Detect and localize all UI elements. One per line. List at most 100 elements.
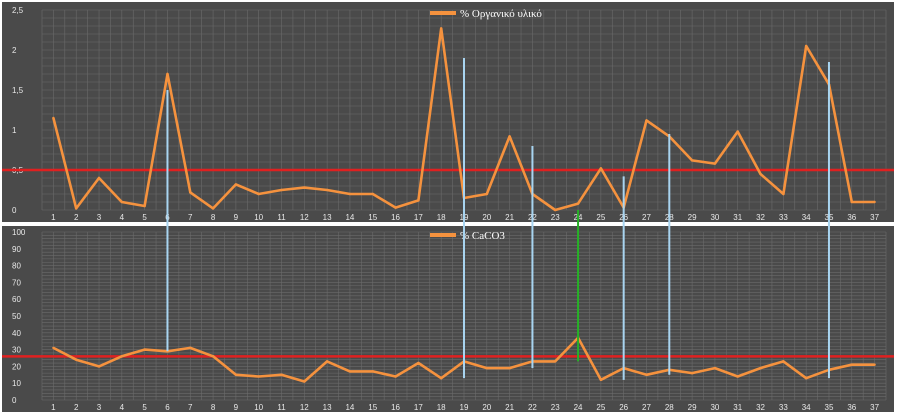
- bottom-x-tick-label: 28: [665, 403, 674, 412]
- bottom-data-point: [713, 366, 717, 370]
- top-data-point: [52, 116, 55, 120]
- bottom-data-point: [850, 363, 853, 366]
- top-x-tick-label: 3: [97, 213, 102, 222]
- bottom-x-tick-label: 10: [254, 403, 263, 412]
- top-data-point: [713, 162, 717, 165]
- top-data-point: [97, 176, 101, 180]
- bottom-data-point: [75, 358, 78, 361]
- top-legend-label: % Οργανικό υλικό: [460, 8, 542, 20]
- bottom-data-point: [804, 376, 808, 380]
- bottom-data-point: [348, 370, 352, 373]
- bottom-x-tick-label: 12: [300, 403, 309, 412]
- top-x-tick-label: 23: [551, 213, 560, 222]
- bottom-x-tick-label: 32: [756, 403, 765, 412]
- bottom-y-tick-label: 20: [12, 362, 21, 371]
- top-data-point: [576, 202, 580, 205]
- bottom-x-tick-label: 22: [528, 403, 537, 412]
- bottom-x-tick-label: 33: [779, 403, 788, 412]
- top-x-tick-label: 25: [596, 213, 605, 222]
- top-data-point: [485, 192, 489, 196]
- top-x-tick-label: 11: [277, 213, 286, 222]
- bottom-y-tick-label: 90: [12, 245, 21, 254]
- top-data-point: [75, 207, 78, 210]
- bottom-x-tick-label: 3: [97, 403, 102, 412]
- bottom-legend: % CaCO3: [430, 230, 505, 242]
- bottom-x-tick-label: 36: [847, 403, 856, 412]
- top-x-tick-label: 7: [188, 213, 193, 222]
- top-panel-background: [2, 2, 894, 222]
- bottom-x-tick-label: 13: [323, 403, 332, 412]
- bottom-y-tick-label: 100: [12, 228, 26, 237]
- bottom-y-tick-label: 40: [12, 329, 21, 338]
- top-data-point: [804, 44, 808, 48]
- top-data-point: [782, 192, 785, 196]
- bottom-y-tick-label: 0: [12, 396, 17, 405]
- top-x-tick-label: 2: [74, 213, 79, 222]
- bottom-x-tick-label: 21: [505, 403, 514, 412]
- top-data-point: [257, 192, 260, 196]
- connector-lines: [166, 58, 830, 380]
- bottom-data-point: [645, 373, 648, 376]
- bottom-x-tick-label: 30: [710, 403, 719, 412]
- bottom-data-point: [303, 380, 306, 383]
- bottom-data-point: [52, 346, 55, 350]
- bottom-y-tick-label: 70: [12, 278, 21, 287]
- top-x-tick-label: 21: [505, 213, 514, 222]
- top-data-point: [554, 208, 557, 212]
- bottom-x-tick-label: 14: [345, 403, 354, 412]
- top-x-tick-label: 1: [51, 213, 56, 222]
- bottom-x-tick-label: 5: [142, 403, 147, 412]
- bottom-data-point: [211, 355, 215, 358]
- bottom-x-tick-label: 17: [414, 403, 423, 412]
- bottom-x-tick-label: 31: [733, 403, 742, 412]
- top-x-tick-label: 10: [254, 213, 263, 222]
- bottom-data-point: [736, 375, 739, 378]
- top-x-tick-label: 13: [323, 213, 332, 222]
- bottom-x-tick-label: 7: [188, 403, 193, 412]
- top-y-tick-label: 2,5: [12, 6, 24, 15]
- bottom-x-tick-label: 1: [51, 403, 56, 412]
- top-x-tick-label: 17: [414, 213, 423, 222]
- bottom-y-tick-label: 60: [12, 295, 21, 304]
- top-x-tick-label: 9: [234, 213, 239, 222]
- top-data-point: [189, 191, 192, 194]
- top-x-tick-label: 5: [142, 213, 147, 222]
- top-data-point: [120, 200, 124, 204]
- top-y-tick-label: 0: [12, 206, 17, 215]
- bottom-x-tick-label: 4: [120, 403, 125, 412]
- bottom-data-point: [690, 371, 694, 375]
- bottom-data-point: [143, 348, 146, 351]
- bottom-x-tick-label: 29: [688, 403, 697, 412]
- bottom-x-tick-label: 8: [211, 403, 216, 412]
- bottom-panel-background: [2, 226, 894, 412]
- bottom-x-tick-label: 35: [825, 403, 834, 412]
- bottom-x-tick-label: 6: [165, 403, 170, 412]
- bottom-data-point: [485, 366, 489, 370]
- top-y-tick-label: 1,5: [12, 86, 24, 95]
- bottom-x-tick-label: 11: [277, 403, 286, 412]
- bottom-legend-label: % CaCO3: [460, 230, 505, 242]
- bottom-data-point: [257, 375, 260, 378]
- top-data-point: [303, 186, 306, 189]
- top-x-tick-label: 36: [847, 213, 856, 222]
- top-x-tick-label: 8: [211, 213, 216, 222]
- bottom-data-point: [759, 366, 762, 370]
- bottom-data-point: [417, 361, 420, 365]
- bottom-x-tick-label: 37: [870, 403, 879, 412]
- top-data-point: [690, 159, 694, 162]
- bottom-data-point: [554, 360, 557, 363]
- top-x-tick-label: 4: [120, 213, 125, 222]
- top-data-point: [508, 135, 511, 138]
- top-x-tick-label: 31: [733, 213, 742, 222]
- top-y-tick-label: 2: [12, 46, 17, 55]
- top-x-tick-label: 34: [802, 213, 811, 222]
- bottom-data-point: [394, 375, 397, 378]
- top-data-point: [645, 119, 648, 122]
- bottom-data-point: [508, 366, 511, 370]
- bottom-x-tick-label: 18: [437, 403, 446, 412]
- top-data-point: [850, 200, 853, 204]
- bottom-data-point: [280, 373, 283, 376]
- top-data-point: [211, 207, 215, 210]
